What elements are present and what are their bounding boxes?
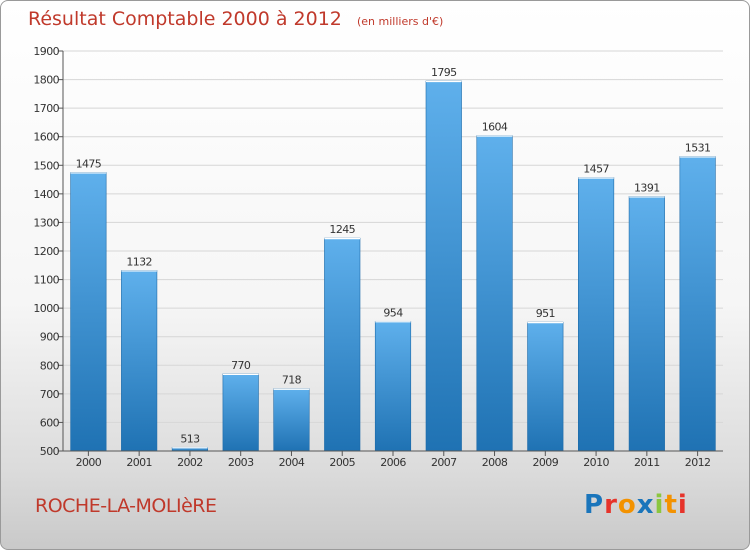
data-label: 1132 xyxy=(126,255,152,268)
data-label: 954 xyxy=(383,306,403,319)
title-block: Résultat Comptable 2000 à 2012 (en milli… xyxy=(28,8,443,30)
data-label: 1391 xyxy=(634,181,660,194)
bar xyxy=(121,270,158,452)
bar xyxy=(578,177,615,452)
data-label: 1475 xyxy=(76,157,102,170)
y-tick-label: 800 xyxy=(40,359,60,372)
y-tick-label: 600 xyxy=(40,416,60,429)
y-tick-label: 500 xyxy=(40,445,60,458)
y-tick-label: 1000 xyxy=(33,302,59,315)
data-label: 1457 xyxy=(583,163,609,176)
y-tick-label: 1200 xyxy=(33,245,59,258)
data-label: 770 xyxy=(231,359,251,372)
bar xyxy=(425,80,462,452)
data-label: 1531 xyxy=(685,141,711,154)
y-tick-label: 700 xyxy=(40,388,60,401)
x-tick-label: 2004 xyxy=(279,456,305,469)
logo-letter: P xyxy=(584,490,605,520)
axis-layer xyxy=(58,50,723,456)
town-name: ROCHE-LA-MOLIèRE xyxy=(35,495,217,517)
bar xyxy=(273,388,310,452)
x-tick-label: 2010 xyxy=(583,456,609,469)
data-label: 1245 xyxy=(329,223,355,236)
bar xyxy=(324,237,361,452)
bars-layer xyxy=(70,80,716,452)
logo-letter: t xyxy=(664,490,678,520)
bar xyxy=(70,172,107,452)
x-tick-label: 2001 xyxy=(126,456,152,469)
x-tick-label: 2011 xyxy=(634,456,660,469)
bar xyxy=(679,156,716,452)
bar xyxy=(222,373,259,452)
chart-title: Résultat Comptable 2000 à 2012 xyxy=(28,8,342,30)
logo-letter: i xyxy=(654,490,665,520)
bar xyxy=(628,196,665,452)
y-tick-label: 1400 xyxy=(33,188,59,201)
data-label: 513 xyxy=(180,432,200,445)
logo-letter: i xyxy=(677,490,688,520)
x-tick-label: 2002 xyxy=(177,456,203,469)
x-tick-label: 2009 xyxy=(533,456,559,469)
x-tick-label: 2005 xyxy=(329,456,355,469)
data-label: 718 xyxy=(282,374,302,387)
y-tick-label: 1900 xyxy=(33,45,59,58)
y-tick-label: 1600 xyxy=(33,131,59,144)
bar xyxy=(374,320,412,452)
data-label: 1604 xyxy=(482,121,508,134)
data-label: 1795 xyxy=(431,66,457,79)
proxiti-logo[interactable]: Proxiti xyxy=(584,490,688,520)
x-tick-label: 2007 xyxy=(431,456,457,469)
labels-layer: 500 600 700 800 900 1000 1100 1200 1300 1400 1500 1… xyxy=(33,45,711,469)
x-tick-label: 2003 xyxy=(228,456,254,469)
y-tick-label: 1700 xyxy=(33,102,59,115)
x-tick-label: 2000 xyxy=(76,456,102,469)
y-tick-label: 1800 xyxy=(33,74,59,87)
logo-letter: x xyxy=(636,490,655,520)
logo-letter: o xyxy=(617,490,637,520)
x-tick-label: 2012 xyxy=(685,456,711,469)
bar xyxy=(527,321,564,452)
y-tick-label: 1300 xyxy=(33,216,59,229)
x-tick-label: 2008 xyxy=(482,456,508,469)
data-label: 951 xyxy=(536,307,555,320)
y-tick-label: 900 xyxy=(40,331,60,344)
chart-subtitle: (en milliers d'€) xyxy=(356,15,444,28)
bar xyxy=(476,135,513,452)
y-tick-label: 1100 xyxy=(33,274,59,287)
y-tick-label: 1500 xyxy=(33,159,59,172)
logo-letter: r xyxy=(604,490,618,520)
x-tick-label: 2006 xyxy=(380,456,406,469)
